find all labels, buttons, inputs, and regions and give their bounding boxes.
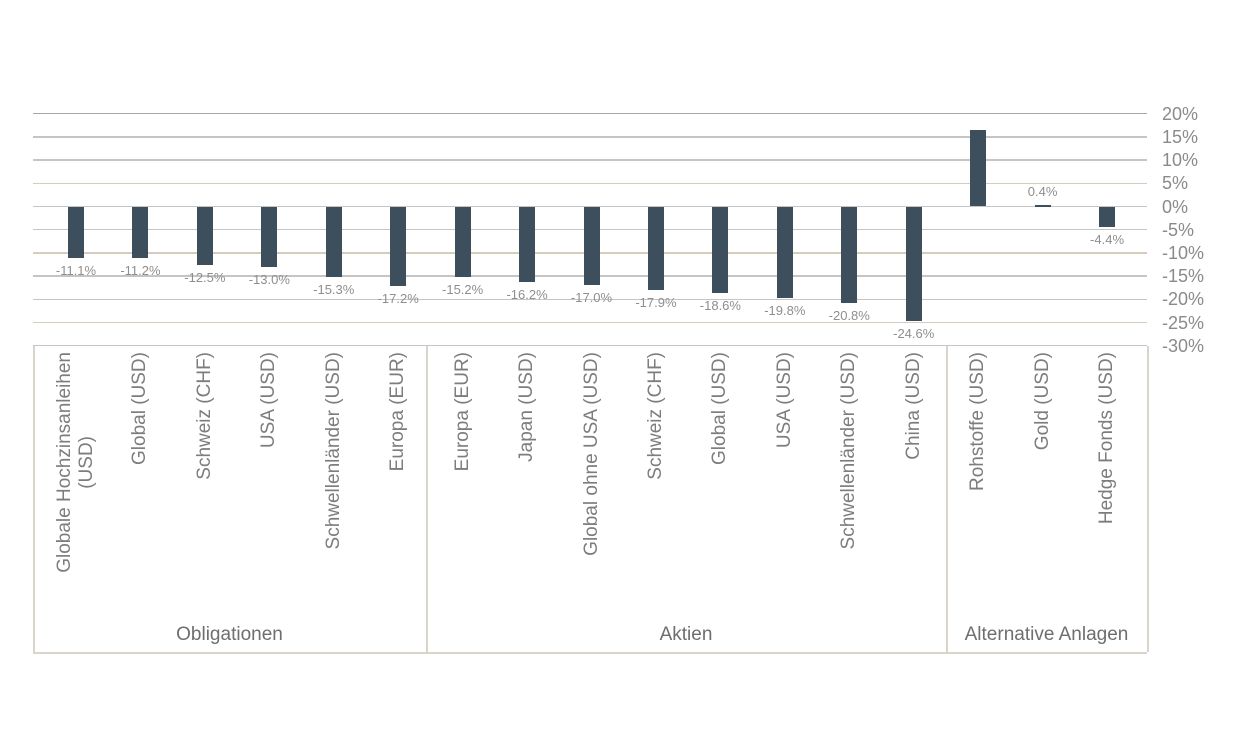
group-label: Obligationen (176, 624, 283, 645)
group-label: Aktien (659, 624, 713, 645)
bar-value-label: 0.4% (1027, 183, 1058, 199)
category-label: Global (USD) (709, 352, 731, 465)
category-label: Globale Hochzinsanleihen (USD) (54, 352, 97, 573)
bar (261, 206, 278, 267)
bar (712, 206, 729, 293)
group-label: Alternative Anlagen (964, 624, 1129, 645)
bar-value-label: -16.2% (506, 286, 548, 302)
category-label: Global ohne USA (USD) (580, 352, 602, 556)
bar (390, 206, 407, 287)
y-axis-tick-label: 5% (1162, 173, 1189, 194)
category-label: USA (USD) (773, 352, 795, 449)
y-axis-tick-label: -15% (1162, 266, 1205, 287)
group-box-border (33, 345, 35, 652)
bar (905, 206, 922, 321)
group-box-border (946, 345, 948, 652)
bar (647, 206, 664, 290)
bar-value-label: -17.9% (635, 294, 677, 310)
category-label: Schweiz (CHF) (193, 352, 215, 480)
category-label: Rohstoffe (USD) (967, 352, 989, 492)
bar (454, 206, 471, 278)
y-axis-tick-label: 10% (1162, 150, 1199, 171)
gridline (33, 182, 1147, 185)
group-box-bottom-border (33, 652, 1147, 654)
bar-value-label: -11.2% (120, 263, 161, 279)
group-box-border (1147, 345, 1149, 652)
y-axis-tick-label: -30% (1162, 335, 1205, 356)
bar-value-label: -20.8% (828, 308, 870, 323)
bar (970, 130, 987, 207)
group-box-border (426, 345, 428, 652)
y-axis-tick-label: 15% (1162, 126, 1199, 147)
y-axis-tick-label: -20% (1162, 289, 1205, 310)
category-label-wrap: Hedge Fonds (USD) (1069, 352, 1145, 647)
category-label: Hedge Fonds (USD) (1096, 352, 1118, 525)
bar (519, 206, 536, 282)
category-label: Gold (USD) (1031, 352, 1053, 451)
y-axis-tick-label: 20% (1162, 103, 1199, 124)
bar (325, 206, 342, 278)
bar-value-label: -11.1% (55, 263, 97, 278)
category-label: Schwellenländer (USD) (838, 352, 860, 550)
bar (1099, 206, 1116, 227)
bar-value-label: -17.0% (570, 290, 613, 306)
gridline (33, 344, 1147, 347)
gridline (33, 112, 1147, 115)
bar (841, 206, 858, 303)
gridline (33, 298, 1147, 301)
bar-value-label: -19.8% (764, 303, 806, 319)
bar-value-label: -18.6% (699, 297, 741, 313)
category-label: Schwellenländer (USD) (322, 352, 344, 550)
gridline (33, 136, 1147, 138)
category-label: Europa (EUR) (387, 352, 409, 472)
bar (776, 206, 793, 299)
gridline (33, 159, 1147, 161)
bar-value-label: -15.3% (313, 282, 355, 298)
bar (68, 206, 84, 258)
bar (132, 206, 149, 259)
category-label: Europa (EUR) (451, 352, 473, 472)
category-label: Schweiz (CHF) (644, 352, 666, 480)
category-label: Global (USD) (129, 352, 151, 465)
bar (583, 206, 600, 286)
y-axis-tick-label: -25% (1162, 312, 1205, 333)
bar (1034, 204, 1051, 207)
bar-value-label: -15.2% (442, 282, 484, 298)
category-label: China (USD) (902, 352, 924, 460)
category-label: Japan (USD) (516, 352, 538, 462)
bar-value-label: -4.4% (1090, 231, 1125, 247)
bar-value-label: -24.6% (893, 325, 935, 341)
y-axis-tick-label: -5% (1162, 219, 1195, 240)
y-axis-tick-label: -10% (1162, 242, 1205, 263)
gridline (33, 321, 1147, 324)
bar-value-label: -17.2% (377, 291, 419, 307)
bar (196, 206, 213, 265)
category-label: USA (USD) (258, 352, 280, 449)
y-axis-tick-label: 0% (1162, 196, 1189, 217)
bar-value-label: -12.5% (184, 269, 226, 285)
bar-value-label: -13.0% (248, 271, 290, 287)
